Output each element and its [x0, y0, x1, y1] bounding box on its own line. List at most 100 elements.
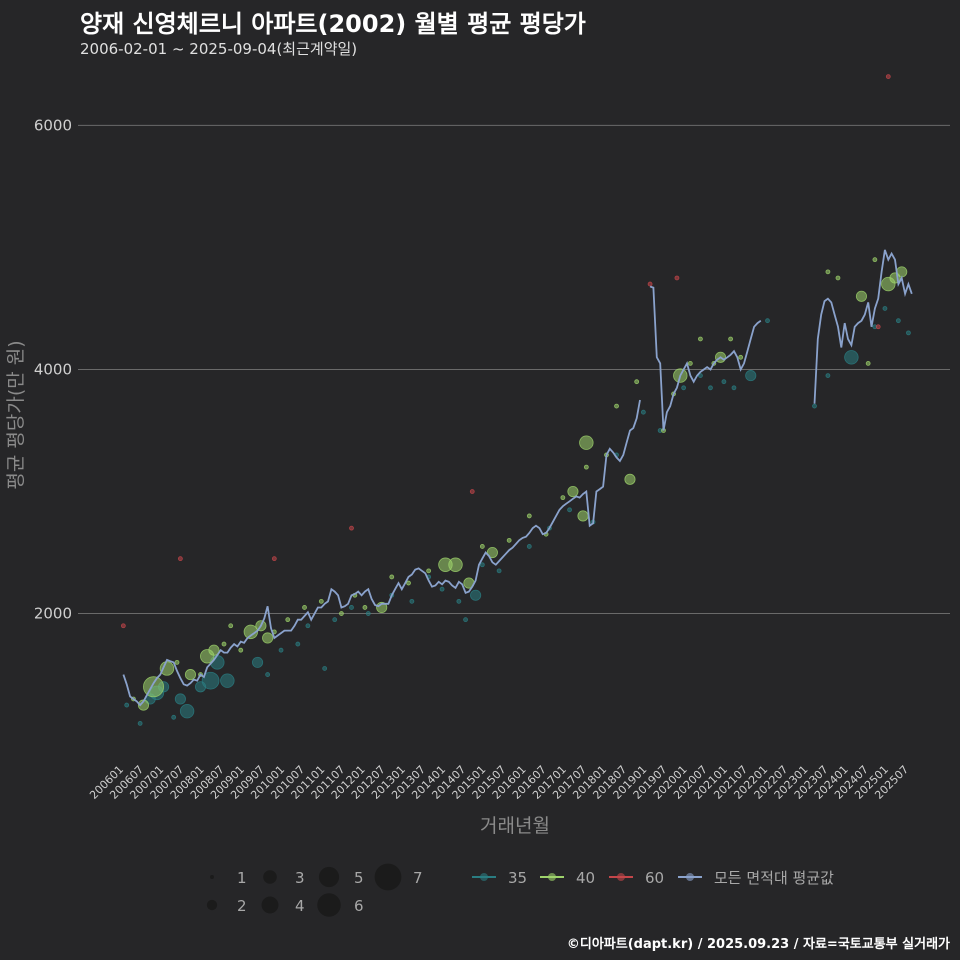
legend-label: 40: [576, 869, 595, 887]
legend-label: 모든 면적대 평균값: [714, 869, 834, 887]
data-point-60: [120, 623, 126, 629]
data-point-35: [174, 693, 186, 705]
size-legend-label: 1: [237, 869, 247, 887]
data-point-35: [124, 702, 130, 708]
data-point-40: [865, 360, 871, 366]
data-point-35: [708, 385, 713, 391]
data-point-35: [332, 617, 338, 623]
data-point-60: [177, 556, 183, 562]
data-point-35: [906, 330, 911, 336]
data-point-40: [174, 659, 180, 665]
x-axis-ticks: 2006012006072007012007072008012008072009…: [87, 763, 911, 802]
color-legend: 35 40 60 모든 면적대 평균값: [472, 869, 834, 887]
data-point-35: [201, 671, 220, 690]
data-point-60: [469, 489, 475, 494]
data-point-35: [844, 350, 859, 365]
size-legend-marker: [261, 896, 279, 914]
y-axis-label: 평균 평당가(만 원): [5, 340, 27, 489]
data-point-40: [634, 379, 640, 385]
data-point-40: [825, 269, 831, 275]
data-point-40: [738, 354, 744, 360]
data-point-40: [583, 464, 589, 470]
data-point-40: [184, 669, 197, 681]
data-point-40: [318, 598, 324, 604]
data-point-40: [486, 546, 498, 559]
size-legend-label: 5: [354, 869, 364, 887]
legend-swatch-dot: [480, 873, 488, 881]
data-point-35: [179, 703, 195, 719]
data-point-35: [439, 586, 445, 592]
data-point-60: [647, 281, 653, 287]
x-axis-label: 거래년월: [480, 815, 550, 837]
data-point-35: [265, 672, 271, 677]
legend-label: 35: [508, 869, 527, 887]
data-point-40: [228, 623, 234, 629]
data-point-60: [674, 275, 680, 281]
data-point-40: [426, 568, 432, 574]
data-point-35: [765, 318, 770, 324]
data-point-35: [305, 623, 311, 629]
average-line-segment: [813, 249, 913, 404]
data-point-40: [448, 557, 463, 572]
y-axis-ticks: 2000 4000 6000: [34, 116, 72, 622]
average-line-segment: [122, 399, 641, 707]
size-legend-label: 7: [413, 869, 423, 887]
size-legend-marker: [374, 863, 402, 891]
size-legend-marker: [263, 870, 277, 884]
data-point-40: [567, 485, 579, 498]
data-point-40: [406, 580, 411, 586]
y-tick-label: 6000: [34, 116, 72, 134]
data-point-40: [362, 605, 368, 610]
size-legend-marker: [206, 899, 218, 911]
data-point-35: [825, 373, 831, 378]
data-point-40: [624, 473, 636, 485]
data-point-40: [577, 510, 589, 522]
data-point-35: [731, 385, 737, 391]
average-line-segment: [649, 285, 762, 431]
data-point-35: [479, 562, 485, 568]
size-legend-marker: [318, 866, 340, 888]
data-point-40: [579, 435, 594, 450]
data-point-35: [895, 318, 901, 324]
data-point-35: [698, 373, 703, 378]
data-point-40: [479, 544, 485, 549]
data-point-35: [409, 598, 415, 604]
data-point-40: [506, 537, 512, 543]
data-point-35: [456, 598, 462, 604]
data-point-35: [496, 568, 502, 574]
data-point-35: [322, 666, 328, 671]
data-point-35: [463, 617, 468, 623]
data-point-35: [220, 673, 235, 688]
size-legend-label: 6: [354, 897, 364, 915]
grid-lines: [78, 124, 950, 615]
source-credit: ©디아파트(dapt.kr) / 2025.09.23 / 자료=국토교통부 실…: [566, 937, 950, 952]
data-point-40: [208, 644, 220, 656]
data-point-40: [560, 495, 566, 501]
data-point-40: [143, 676, 165, 698]
size-legend-label: 2: [237, 897, 247, 915]
data-point-60: [875, 324, 881, 330]
y-tick-label: 4000: [34, 360, 72, 378]
data-point-35: [470, 589, 482, 601]
data-point-35: [278, 647, 284, 653]
legend-swatch-dot: [686, 873, 694, 881]
legend-swatch-dot: [548, 873, 556, 881]
data-point-35: [681, 385, 687, 391]
data-point-60: [349, 525, 354, 531]
data-point-35: [721, 379, 727, 385]
chart-subtitle: 2006-02-01 ~ 2025-09-04(최근계약일): [80, 40, 358, 58]
data-point-40: [243, 624, 259, 640]
data-point-40: [855, 290, 868, 302]
data-point-40: [698, 336, 703, 342]
data-point-60: [271, 556, 277, 562]
data-point-35: [640, 409, 646, 415]
data-point-40: [285, 617, 291, 623]
data-point-40: [728, 336, 734, 342]
size-legend-label: 4: [295, 897, 305, 915]
legend-label: 60: [645, 869, 664, 887]
data-point-40: [221, 641, 227, 647]
data-point-35: [812, 403, 817, 409]
data-point-40: [262, 632, 274, 644]
average-line: [122, 249, 913, 707]
